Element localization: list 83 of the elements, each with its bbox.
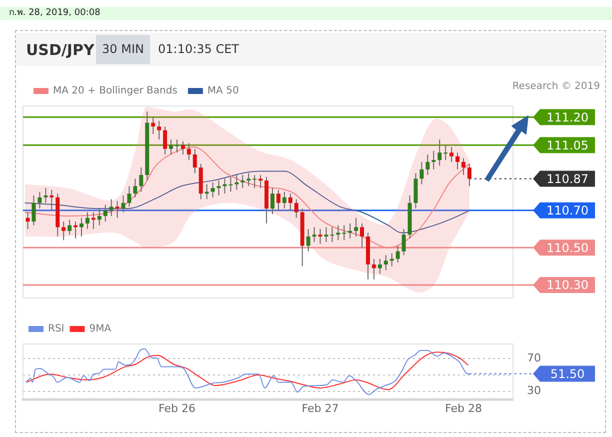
candlestick bbox=[169, 139, 174, 155]
candlestick bbox=[38, 191, 42, 210]
text: ก.พ. 28, 2019, 00:08 bbox=[0, 7, 612, 20]
candlestick bbox=[258, 174, 263, 189]
candlestick bbox=[467, 163, 472, 187]
chart-title: USD/JPY bbox=[26, 41, 94, 59]
text: 01:10:35 CET bbox=[158, 42, 239, 56]
ref-line-label: 110.70 bbox=[546, 204, 588, 218]
candlestick bbox=[282, 191, 286, 210]
candlestick bbox=[127, 186, 132, 208]
candlestick bbox=[438, 139, 442, 166]
candlestick bbox=[444, 144, 448, 161]
candlestick bbox=[324, 226, 328, 243]
x-tick-label: Feb 28 bbox=[444, 402, 482, 415]
candlestick bbox=[306, 228, 310, 252]
candlestick bbox=[372, 258, 376, 280]
candlestick bbox=[402, 228, 406, 256]
candlestick bbox=[204, 184, 209, 200]
candlestick bbox=[270, 188, 274, 215]
candlestick bbox=[318, 228, 322, 244]
candlestick bbox=[62, 221, 66, 241]
candlestick bbox=[103, 204, 108, 222]
candlestick bbox=[157, 120, 162, 140]
ref-line-label: 110.50 bbox=[546, 240, 588, 255]
candlestick bbox=[426, 154, 430, 176]
candlestick bbox=[163, 126, 168, 155]
candlestick bbox=[432, 150, 436, 170]
y-tick-label: 30 bbox=[527, 384, 542, 398]
candlestick bbox=[348, 222, 352, 239]
candlestick bbox=[294, 198, 298, 218]
x-tick-label: Feb 27 bbox=[302, 402, 339, 415]
candlestick bbox=[396, 245, 400, 264]
ref-line-label: 110.30 bbox=[546, 278, 588, 292]
candlestick bbox=[228, 176, 233, 192]
candlestick bbox=[252, 174, 257, 189]
candlestick bbox=[174, 139, 179, 154]
ref-line-label: 51.50 bbox=[550, 366, 585, 381]
candlestick bbox=[455, 152, 460, 170]
candlestick bbox=[216, 180, 221, 196]
candlestick bbox=[97, 208, 102, 226]
candlestick bbox=[360, 222, 364, 248]
candlestick bbox=[420, 161, 424, 185]
candlestick bbox=[44, 188, 48, 204]
candlestick bbox=[121, 194, 126, 213]
ref-line-label: 111.20 bbox=[546, 110, 588, 124]
legend-label: RSI bbox=[48, 324, 64, 335]
candlestick bbox=[384, 254, 388, 271]
candlestick bbox=[68, 219, 72, 236]
candlestick bbox=[210, 182, 215, 198]
candlestick bbox=[192, 148, 197, 174]
candlestick bbox=[342, 224, 346, 241]
x-tick-label: Feb 26 bbox=[158, 402, 196, 415]
candlestick bbox=[354, 217, 358, 237]
candlestick bbox=[85, 212, 90, 230]
candlestick bbox=[50, 189, 54, 211]
candlestick bbox=[32, 194, 36, 226]
candlestick bbox=[240, 174, 245, 189]
text: Research © 2019 bbox=[512, 81, 600, 92]
ref-line-label: 111.05 bbox=[546, 138, 588, 152]
candlestick bbox=[26, 212, 30, 230]
candlestick bbox=[234, 174, 239, 190]
candlestick bbox=[139, 167, 144, 192]
candlestick bbox=[276, 189, 280, 211]
legend-label: MA 20 + Bollinger Bands bbox=[53, 86, 178, 97]
candlestick bbox=[151, 116, 156, 134]
candlestick bbox=[330, 226, 334, 243]
candlestick bbox=[79, 217, 84, 237]
candlestick bbox=[450, 146, 454, 162]
y-tick-label: 70 bbox=[527, 352, 542, 365]
candlestick bbox=[312, 226, 316, 243]
candlestick bbox=[246, 172, 251, 187]
candlestick bbox=[180, 140, 185, 155]
candlestick bbox=[461, 158, 466, 176]
candlestick bbox=[109, 198, 114, 216]
legend-label: 9MA bbox=[89, 324, 112, 335]
candlestick bbox=[186, 142, 191, 161]
candlestick bbox=[115, 200, 120, 218]
candlestick bbox=[288, 193, 292, 211]
candlestick bbox=[378, 258, 382, 274]
legend-label: MA 50 bbox=[207, 86, 239, 97]
candlestick bbox=[133, 178, 138, 198]
ref-line-label: 110.87 bbox=[546, 172, 588, 186]
text: 30 MIN bbox=[96, 35, 150, 64]
